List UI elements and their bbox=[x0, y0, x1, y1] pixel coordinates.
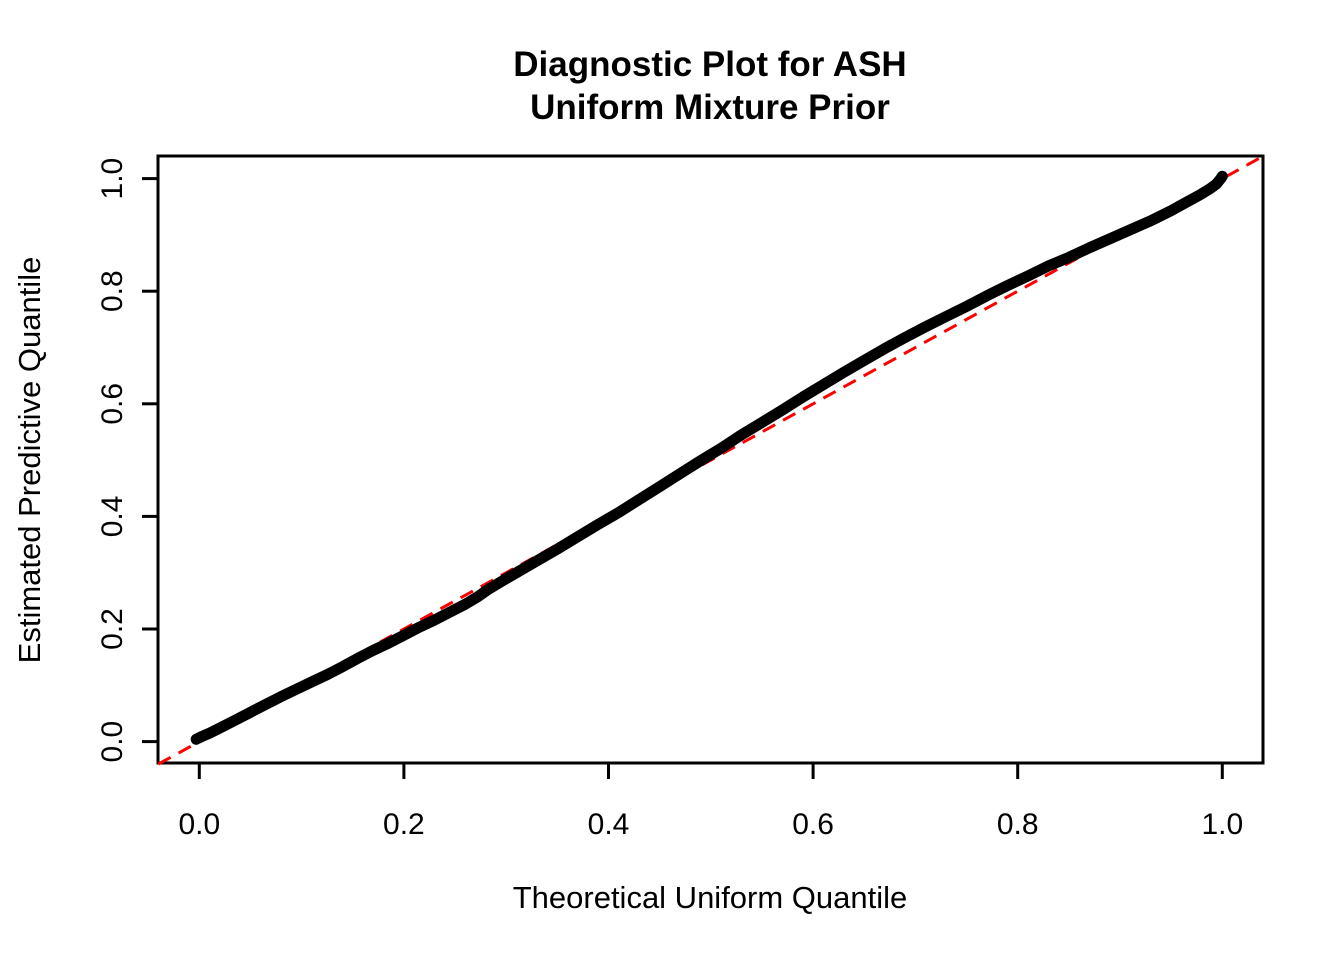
y-tick-label: 1.0 bbox=[96, 158, 129, 200]
plot-title-line-1: Diagnostic Plot for ASH bbox=[513, 45, 906, 84]
y-tick-label: 0.4 bbox=[96, 496, 129, 538]
x-tick-label: 0.8 bbox=[997, 808, 1039, 841]
y-axis-title: Estimated Predictive Quantile bbox=[12, 257, 47, 664]
x-tick-label: 0.4 bbox=[588, 808, 630, 841]
x-axis: 0.0 0.2 0.4 0.6 0.8 1.0 bbox=[178, 763, 1243, 841]
qq-curve-group bbox=[190, 170, 1228, 745]
y-axis: 0.0 0.2 0.4 0.6 0.8 1.0 bbox=[96, 158, 158, 763]
y-tick-label: 0.0 bbox=[96, 721, 129, 763]
x-tick-label: 0.2 bbox=[383, 808, 425, 841]
x-tick-label: 1.0 bbox=[1201, 808, 1243, 841]
plot-title-line-2: Uniform Mixture Prior bbox=[530, 88, 890, 127]
qq-curve bbox=[190, 170, 1228, 745]
y-tick-label: 0.8 bbox=[96, 270, 129, 312]
y-tick-label: 0.2 bbox=[96, 608, 129, 650]
plot-box bbox=[156, 154, 1265, 765]
x-tick-label: 0.0 bbox=[178, 808, 220, 841]
y-tick-label: 0.6 bbox=[96, 383, 129, 425]
x-tick-label: 0.6 bbox=[792, 808, 834, 841]
x-axis-title: Theoretical Uniform Quantile bbox=[513, 880, 908, 915]
